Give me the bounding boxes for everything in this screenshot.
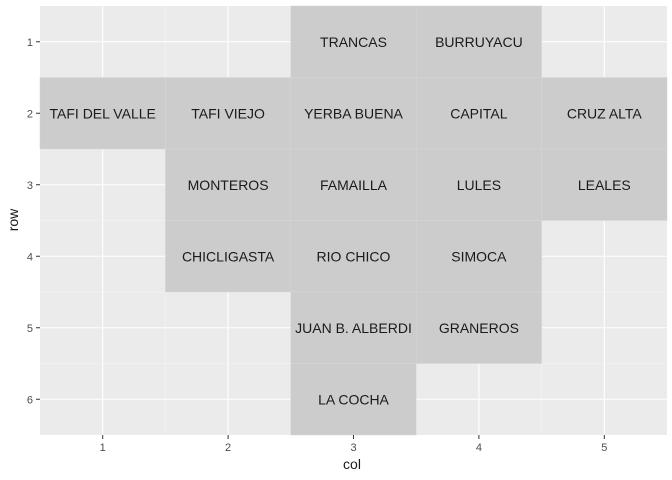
tile-label: LA COCHA	[318, 391, 389, 407]
x-tick-label: 5	[601, 442, 607, 454]
x-tick-label: 3	[350, 442, 356, 454]
y-tick-label: 3	[27, 180, 33, 192]
tile-label: CHICLIGASTA	[182, 248, 275, 264]
tile-label: FAMAILLA	[320, 177, 388, 193]
tile-labels-layer: TRANCAS BURRUYACU TAFI DEL VALLE TAFI VIEJO…	[50, 34, 643, 408]
tile-label: CRUZ ALTA	[567, 105, 643, 121]
y-axis-title: row	[5, 208, 21, 231]
tile-label: LEALES	[578, 177, 631, 193]
x-axis-title: col	[343, 456, 361, 472]
tile-label: TRANCAS	[320, 34, 387, 50]
y-tick-label: 1	[27, 37, 33, 49]
tile	[39, 77, 166, 150]
x-tick-label: 2	[225, 442, 231, 454]
tile	[415, 291, 542, 364]
y-tick-label: 4	[27, 251, 33, 263]
tile	[290, 77, 417, 150]
tiles-layer	[39, 5, 668, 436]
tile-label: YERBA BUENA	[304, 105, 403, 121]
tile-label: GRANEROS	[439, 320, 519, 336]
x-tick-label: 1	[100, 442, 106, 454]
tile	[415, 5, 542, 78]
y-axis: 1 2 3 4 5 6	[27, 37, 40, 406]
tile	[415, 148, 542, 221]
tile	[165, 77, 292, 150]
tile-label: BURRUYACU	[435, 34, 523, 50]
tile-label: MONTEROS	[188, 177, 269, 193]
y-tick-label: 2	[27, 108, 33, 120]
tile	[290, 148, 417, 221]
tile	[290, 291, 417, 364]
x-tick-label: 4	[476, 442, 482, 454]
tile	[290, 5, 417, 78]
tile-label: TAFI DEL VALLE	[50, 105, 156, 121]
tile	[290, 220, 417, 293]
x-axis: 1 2 3 4 5	[100, 435, 607, 454]
tile-label: JUAN B. ALBERDI	[295, 320, 412, 336]
tile	[415, 77, 542, 150]
y-tick-label: 5	[27, 323, 33, 335]
tile-label: SIMOCA	[451, 248, 507, 264]
y-tick-label: 6	[27, 394, 33, 406]
tile	[165, 220, 292, 293]
tile	[541, 77, 668, 150]
tile-label: CAPITAL	[450, 105, 508, 121]
tile	[165, 148, 292, 221]
tile-label: LULES	[457, 177, 501, 193]
tile-label: TAFI VIEJO	[191, 105, 265, 121]
tile-label: RIO CHICO	[317, 248, 391, 264]
tile	[290, 363, 417, 436]
tile	[541, 148, 668, 221]
